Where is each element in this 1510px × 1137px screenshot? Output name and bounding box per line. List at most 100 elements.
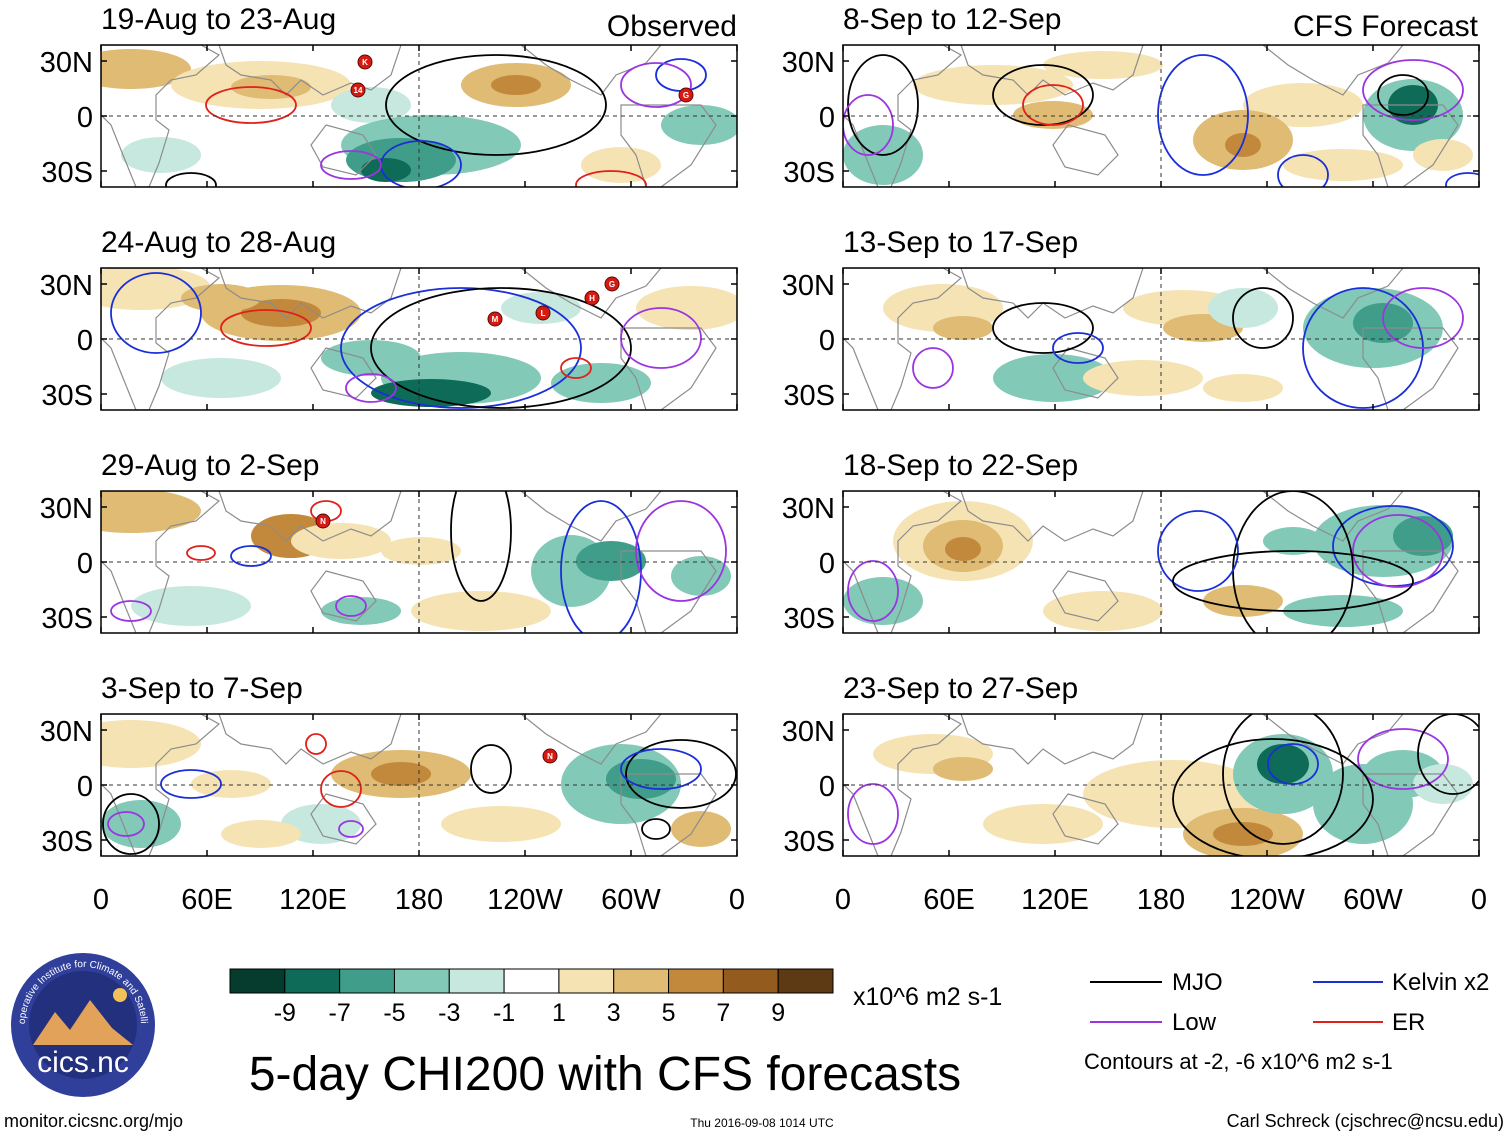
latitude-label: 30N [782, 270, 835, 302]
contour-low [345, 373, 397, 403]
anomaly-shading [101, 800, 181, 848]
latitude-label: 0 [77, 325, 93, 357]
map-field [101, 45, 737, 187]
contour-kelvin-x2 [1277, 154, 1329, 187]
contour-low [107, 811, 145, 837]
storm-label: K [362, 58, 368, 67]
contour-mjo [1232, 287, 1294, 349]
map-field [101, 491, 731, 633]
continent-outline [101, 45, 221, 187]
continent-outline [101, 268, 221, 410]
panel-period: 8-Sep to 12-Sep [843, 3, 1061, 36]
longitude-label: 0 [1471, 884, 1487, 916]
storm-label: G [683, 91, 689, 100]
map-field [843, 45, 1479, 187]
logo-sun [113, 988, 127, 1002]
continent-outline [843, 491, 963, 633]
contour-er [560, 357, 592, 379]
colorbar-tick-label: 1 [552, 999, 566, 1027]
anomaly-shading [371, 762, 431, 786]
longitude-label: 180 [395, 884, 443, 916]
contour-kelvin-x2 [620, 748, 702, 790]
footer-credit: Carl Schreck (cjschrec@ncsu.edu) [1227, 1111, 1504, 1131]
map-field [843, 491, 1459, 633]
colorbar-swatch [558, 968, 615, 994]
latitude-label: 30S [41, 157, 93, 189]
continent-outline [1262, 268, 1404, 319]
latitude-label: 30S [41, 380, 93, 412]
storm-icon [487, 311, 503, 327]
anomaly-shading [1413, 139, 1473, 171]
storm-marker: L [535, 305, 551, 321]
anomaly-shading [913, 65, 1073, 105]
longitude-axis-labels: 0 60E 120E 180 120W 60W 0 0 60E 120E 180 120W 60W 0 [93, 884, 1487, 916]
storm-icon [357, 54, 373, 70]
longitude-label: 0 [835, 884, 851, 916]
panel-period: 19-Aug to 23-Aug [101, 3, 336, 36]
anomaly-shading [371, 379, 491, 407]
continent-outline [843, 714, 963, 856]
contour-mjo [450, 491, 512, 602]
contour-mjo [102, 793, 160, 855]
contour-er [305, 733, 327, 755]
contour-kelvin-x2 [160, 769, 222, 799]
storm-label: M [492, 315, 499, 324]
contour-mjo [470, 744, 512, 794]
map-field [101, 268, 737, 410]
continent-outline [843, 268, 963, 410]
contour-mjo [385, 54, 607, 156]
observed-label: Observed [607, 10, 737, 43]
anomaly-shading [411, 591, 551, 631]
continent-outline [620, 104, 717, 187]
anomaly-shading [606, 759, 676, 799]
anomaly-shading [1413, 764, 1473, 804]
panel-period: 3-Sep to 7-Sep [101, 672, 303, 705]
continent-outline [1052, 793, 1119, 845]
storm-label: 14 [354, 86, 363, 95]
anomaly-shading [1083, 360, 1203, 396]
anomaly-shading [231, 75, 311, 99]
continent-outline [218, 491, 402, 542]
contour-mjo [370, 287, 632, 409]
colorbar-tick-label: -9 [274, 999, 296, 1027]
continent-outline [310, 124, 377, 176]
anomaly-shading [361, 158, 411, 182]
contour-kelvin-x2 [1267, 743, 1319, 785]
continent-outline [310, 570, 377, 622]
anomaly-shading [381, 537, 461, 565]
storm-marker: G [604, 276, 620, 292]
contour-low [110, 600, 152, 622]
figure-title: 5-day CHI200 with CFS forecasts [249, 1048, 961, 1101]
contour-kelvin-x2 [230, 545, 272, 567]
contour-kelvin-x2 [1052, 332, 1104, 364]
anomaly-shading [843, 577, 923, 625]
longitude-label: 60W [601, 884, 661, 916]
logo-wordmark: cics.nc [37, 1046, 129, 1079]
anomaly-shading [945, 537, 981, 561]
contour-low [1362, 59, 1464, 121]
latitude-label: 0 [819, 325, 835, 357]
contour-low [338, 820, 364, 838]
anomaly-shading [1213, 822, 1273, 846]
colorbar-swatch [448, 968, 505, 994]
storm-marker: 14 [350, 82, 366, 98]
colorbar-swatch [284, 968, 341, 994]
continent-outline [218, 714, 402, 765]
contour-kelvin-x2 [340, 287, 582, 409]
latitude-label: 30S [783, 826, 835, 858]
continent-outline [218, 268, 402, 319]
continent-outline [218, 45, 402, 96]
continent-outline [960, 491, 1144, 542]
contour-mjo [1172, 738, 1374, 856]
continent-outline [101, 491, 221, 633]
anomaly-shading [101, 49, 191, 89]
map-panel-5: 30N 0 30S 8-Sep to 12-Sep [782, 3, 1480, 189]
contour-mjo [1377, 74, 1429, 116]
colorbar-units: x10^6 m2 s-1 [853, 983, 1002, 1011]
anomaly-shading [1263, 527, 1323, 555]
colorbar-swatch [393, 968, 450, 994]
anomaly-shading [291, 523, 391, 559]
contour-er [186, 545, 216, 561]
storm-marker: K [357, 54, 373, 70]
map-panel-3: 30N 0 30S 29-Aug to 2-Sep N [40, 449, 738, 635]
